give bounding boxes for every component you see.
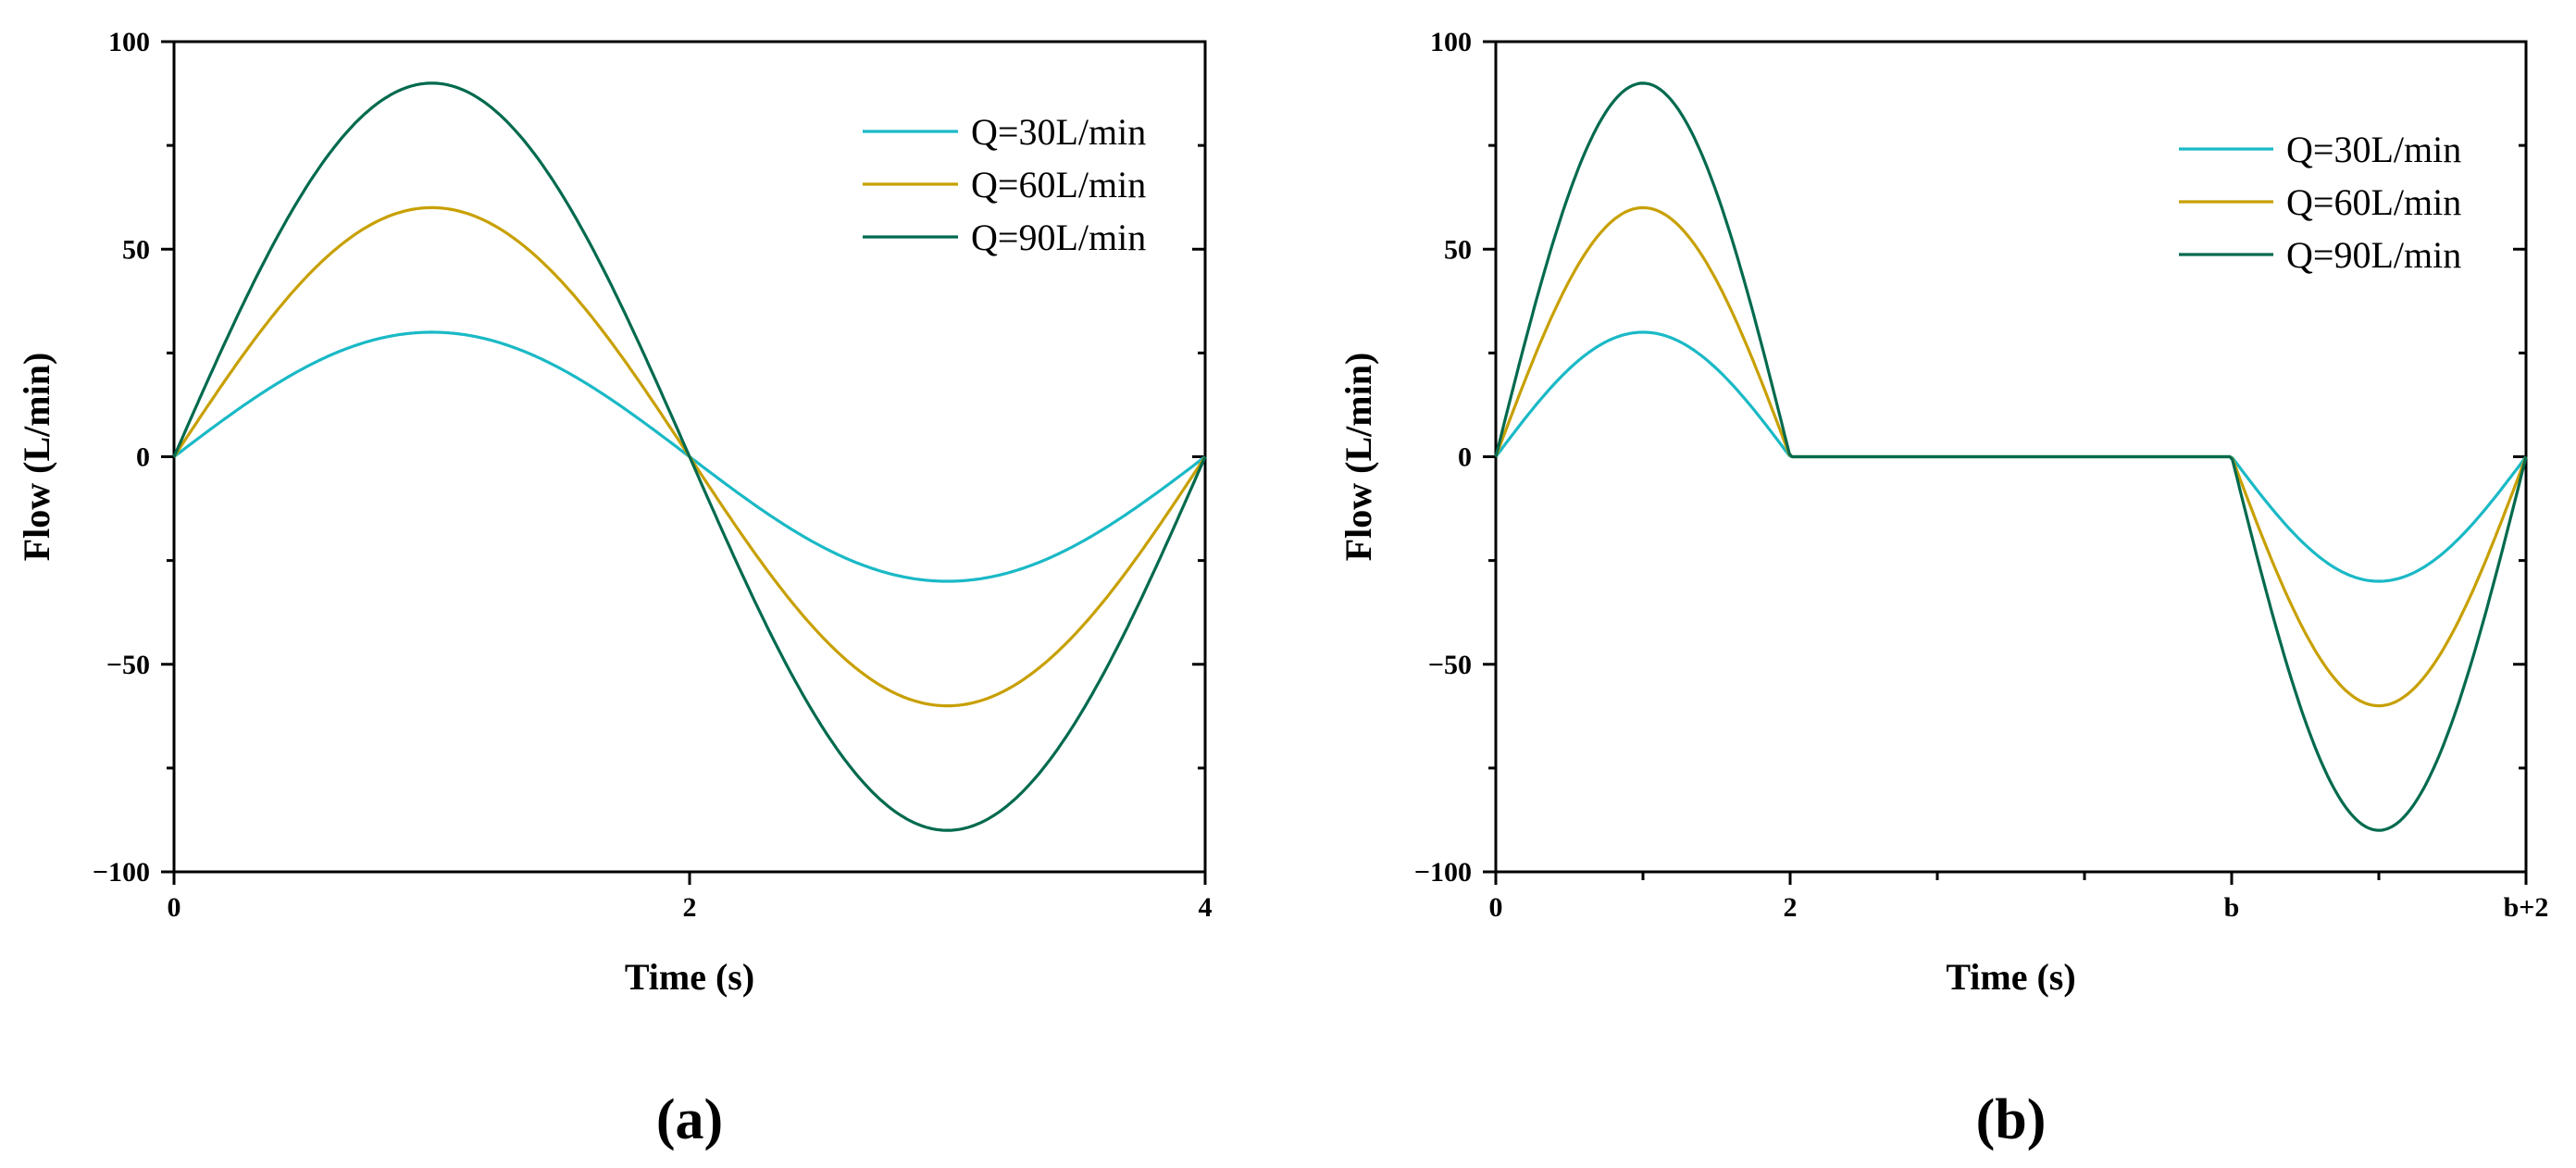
panel-a: 100 50 0 −50 −100 0 2 4 Q=30L/min Q=60L/min Q=90L/… xyxy=(16,27,1213,1151)
panel-a-ytick-label: 50 xyxy=(122,234,150,265)
panel-b-ytick-label: 50 xyxy=(1444,234,1472,265)
panel-b-label: (b) xyxy=(1976,1088,2047,1151)
panel-b-series-q90 xyxy=(1494,81,2528,832)
panel-a-ytick-label: 0 xyxy=(136,442,150,473)
panel-a-series-q90 xyxy=(172,81,1207,832)
panel-b-xlabel: Time (s) xyxy=(1946,956,2075,998)
panel-b-xtick-label: b xyxy=(2224,892,2240,923)
panel-a-ytick-label: −100 xyxy=(93,857,150,888)
panel-b-xtick-label: 0 xyxy=(1489,892,1503,923)
panel-a-xlabel: Time (s) xyxy=(625,956,754,998)
panel-b-ylabel: Flow (L/min) xyxy=(1338,353,1379,562)
panel-b-ytick-label: 100 xyxy=(1430,27,1472,57)
panel-a-xtick-label: 0 xyxy=(168,892,181,923)
panel-a-xtick-label: 2 xyxy=(683,892,697,923)
panel-a-ylabel: Flow (L/min) xyxy=(16,353,57,562)
panel-a-ytick-label: −50 xyxy=(106,650,150,680)
panel-b-legend-label: Q=30L/min xyxy=(2286,129,2461,170)
panel-b-ytick-label: 0 xyxy=(1458,442,1472,473)
panel-a-legend-label: Q=60L/min xyxy=(971,164,1146,205)
panel-a-ytick-label: 100 xyxy=(108,27,150,57)
panel-b-ytick-label: −100 xyxy=(1414,857,1472,888)
panel-a-legend-label: Q=30L/min xyxy=(971,111,1146,153)
panel-b-ytick-label: −50 xyxy=(1428,650,1472,680)
panel-b-legend-label: Q=60L/min xyxy=(2286,181,2461,223)
panel-a-xtick-label: 4 xyxy=(1199,892,1213,923)
panel-a-label: (a) xyxy=(656,1088,723,1151)
panel-a-legend-label: Q=90L/min xyxy=(971,217,1146,258)
panel-b-legend-label: Q=90L/min xyxy=(2286,234,2461,276)
panel-b: 100 50 0 −50 −100 0 2 b b+2 Q=30L/min Q=60L/min Q=9… xyxy=(1338,27,2548,1151)
panel-b-xtick-label: 2 xyxy=(1784,892,1798,923)
panel-b-xtick-label: b+2 xyxy=(2504,892,2549,923)
